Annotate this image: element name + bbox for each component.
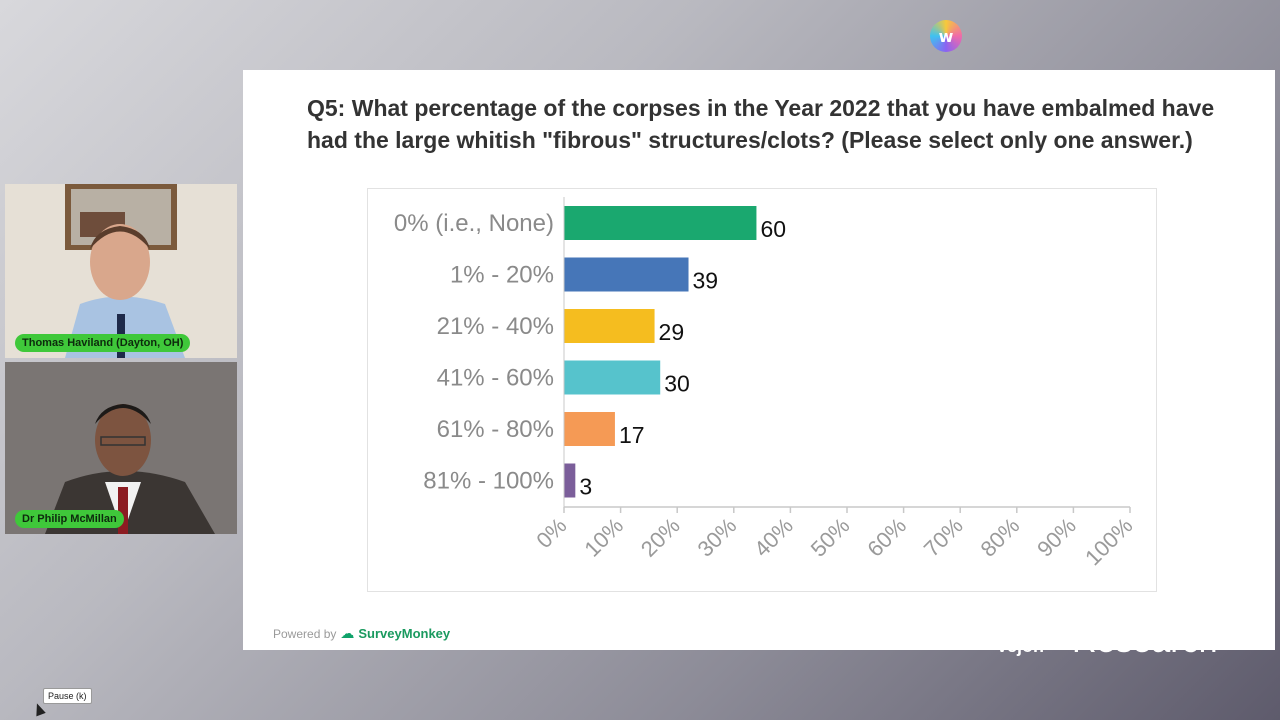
bar-1 xyxy=(564,257,689,292)
x-tick-label-10: 100% xyxy=(1080,513,1137,570)
category-label-2: 21% - 40% xyxy=(437,313,554,340)
category-label-1: 1% - 20% xyxy=(450,262,554,289)
participant-2-video xyxy=(5,362,237,534)
bar-2 xyxy=(564,309,655,343)
category-label-0: 0% (i.e., None) xyxy=(394,210,554,237)
value-label-2: 29 xyxy=(659,319,685,345)
surveymonkey-name: SurveyMonkey xyxy=(358,626,451,641)
x-tick-label-2: 20% xyxy=(636,513,685,562)
x-tick-label-5: 50% xyxy=(806,513,855,562)
x-tick-label-8: 80% xyxy=(976,513,1025,562)
value-label-0: 60 xyxy=(760,216,786,242)
presentation-slide: Q5: What percentage of the corpses in th… xyxy=(243,70,1275,650)
bar-4 xyxy=(564,412,615,446)
x-tick-label-1: 10% xyxy=(579,513,628,562)
bar-3 xyxy=(564,360,661,395)
participant-1-name-label: Thomas Haviland (Dayton, OH) xyxy=(15,334,191,352)
value-label-5: 3 xyxy=(579,474,592,500)
powered-by-label: Powered by xyxy=(273,626,337,641)
x-tick-label-3: 30% xyxy=(693,513,742,562)
category-label-4: 61% - 80% xyxy=(437,416,554,443)
x-tick-label-9: 90% xyxy=(1032,513,1081,562)
surveymonkey-logo-icon: ☁ xyxy=(340,625,355,641)
question-text: Q5: What percentage of the corpses in th… xyxy=(307,95,1215,153)
powered-by: Powered by ☁ SurveyMonkey xyxy=(273,625,450,642)
w-logo-icon: w xyxy=(930,20,962,52)
bar-0 xyxy=(564,206,757,240)
x-tick-label-7: 70% xyxy=(919,513,968,562)
overlay-partial-text-2: Research xyxy=(1072,622,1218,660)
value-label-1: 39 xyxy=(693,268,719,294)
pause-tooltip: Pause (k) xyxy=(43,688,92,704)
participant-2-name-label: Dr Philip McMillan xyxy=(15,510,124,528)
chart-svg: 0% (i.e., None) 60 1% - 20% 39 21% - 40% 29 41… xyxy=(394,197,1138,570)
participant-1-video xyxy=(5,184,237,358)
overlay-partial-text-1: Vejon xyxy=(996,636,1045,656)
value-label-4: 17 xyxy=(619,422,645,448)
video-tile-participant-2[interactable]: Dr Philip McMillan xyxy=(5,362,237,534)
x-tick-label-4: 40% xyxy=(749,513,798,562)
x-tick-label-0: 0% xyxy=(531,513,571,553)
bar-chart: 0% (i.e., None) 60 1% - 20% 39 21% - 40% 29 41… xyxy=(367,188,1157,592)
category-label-5: 81% - 100% xyxy=(423,468,554,495)
bar-5 xyxy=(564,463,576,498)
video-tile-participant-1[interactable]: Thomas Haviland (Dayton, OH) xyxy=(5,184,237,358)
x-tick-label-6: 60% xyxy=(862,513,911,562)
category-label-3: 41% - 60% xyxy=(437,365,554,392)
value-label-3: 30 xyxy=(664,371,690,397)
